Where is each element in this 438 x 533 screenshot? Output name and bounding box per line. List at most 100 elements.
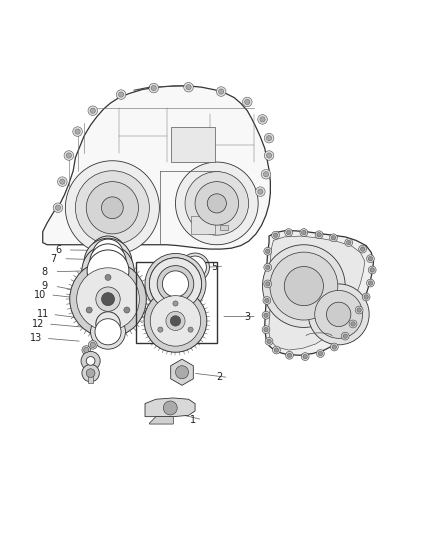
Circle shape — [351, 322, 355, 326]
Circle shape — [264, 151, 274, 160]
Circle shape — [157, 265, 194, 302]
Circle shape — [286, 351, 293, 359]
Circle shape — [364, 295, 368, 299]
Circle shape — [176, 162, 258, 245]
Circle shape — [331, 236, 336, 240]
Circle shape — [315, 290, 363, 338]
Circle shape — [315, 231, 323, 239]
Circle shape — [317, 232, 321, 237]
Circle shape — [96, 312, 120, 336]
Circle shape — [124, 307, 130, 313]
Circle shape — [264, 313, 268, 318]
Circle shape — [195, 182, 239, 225]
Circle shape — [158, 327, 163, 332]
Circle shape — [258, 189, 263, 194]
Circle shape — [264, 133, 274, 143]
Circle shape — [90, 244, 126, 280]
Circle shape — [88, 106, 98, 116]
Circle shape — [150, 296, 201, 346]
Circle shape — [367, 255, 374, 263]
Circle shape — [144, 289, 207, 352]
Circle shape — [53, 203, 63, 213]
Polygon shape — [268, 236, 365, 350]
Circle shape — [95, 319, 121, 345]
Bar — [171, 127, 215, 162]
Circle shape — [332, 345, 336, 349]
Circle shape — [245, 99, 250, 104]
Circle shape — [359, 245, 367, 253]
Circle shape — [262, 245, 345, 327]
Circle shape — [264, 263, 272, 271]
Circle shape — [84, 348, 89, 353]
Circle shape — [186, 85, 191, 90]
Circle shape — [185, 172, 249, 235]
Circle shape — [345, 239, 353, 246]
Circle shape — [272, 231, 279, 239]
Circle shape — [260, 117, 265, 122]
Circle shape — [166, 311, 185, 330]
Circle shape — [207, 194, 226, 213]
Circle shape — [326, 302, 351, 327]
Circle shape — [77, 268, 139, 330]
Polygon shape — [43, 86, 270, 249]
Text: 1: 1 — [190, 415, 196, 425]
Circle shape — [82, 365, 99, 382]
Circle shape — [64, 151, 74, 160]
Polygon shape — [149, 417, 173, 424]
Circle shape — [162, 271, 188, 297]
Circle shape — [70, 261, 146, 337]
Circle shape — [145, 254, 206, 314]
Text: 15: 15 — [283, 307, 295, 317]
Circle shape — [349, 320, 357, 328]
Circle shape — [116, 90, 126, 99]
Circle shape — [266, 153, 272, 158]
Circle shape — [264, 247, 272, 255]
Circle shape — [86, 307, 92, 313]
Circle shape — [86, 357, 95, 365]
Circle shape — [343, 334, 347, 338]
Circle shape — [360, 247, 365, 251]
Text: 13: 13 — [30, 333, 42, 343]
Circle shape — [357, 308, 361, 312]
Circle shape — [93, 309, 123, 339]
Text: 16: 16 — [326, 307, 338, 317]
Circle shape — [266, 135, 272, 141]
Bar — [191, 216, 215, 234]
Circle shape — [264, 280, 272, 288]
Circle shape — [105, 274, 111, 280]
Circle shape — [370, 268, 374, 272]
Circle shape — [90, 236, 126, 272]
Circle shape — [90, 342, 95, 348]
Text: 10: 10 — [35, 290, 47, 300]
Text: 3: 3 — [244, 312, 251, 321]
Circle shape — [188, 327, 193, 332]
Text: 11: 11 — [37, 309, 49, 319]
Circle shape — [157, 265, 194, 302]
Text: 6: 6 — [55, 245, 61, 255]
Polygon shape — [145, 398, 195, 417]
Circle shape — [368, 281, 373, 285]
Circle shape — [173, 301, 178, 306]
Circle shape — [318, 351, 322, 356]
Circle shape — [87, 250, 129, 292]
Circle shape — [55, 205, 60, 211]
Circle shape — [258, 115, 267, 124]
Circle shape — [300, 229, 308, 237]
Circle shape — [149, 258, 201, 310]
Circle shape — [73, 127, 82, 136]
Circle shape — [265, 337, 273, 345]
Circle shape — [267, 339, 271, 344]
Circle shape — [263, 296, 271, 304]
Circle shape — [102, 197, 123, 219]
Circle shape — [88, 341, 97, 349]
Circle shape — [170, 316, 181, 326]
Text: 14: 14 — [283, 233, 295, 243]
Circle shape — [91, 314, 125, 349]
Circle shape — [84, 238, 132, 286]
Circle shape — [216, 87, 226, 96]
Circle shape — [176, 366, 188, 379]
Text: 4: 4 — [140, 296, 146, 306]
Circle shape — [149, 258, 201, 310]
Circle shape — [262, 326, 270, 334]
Circle shape — [75, 171, 149, 245]
